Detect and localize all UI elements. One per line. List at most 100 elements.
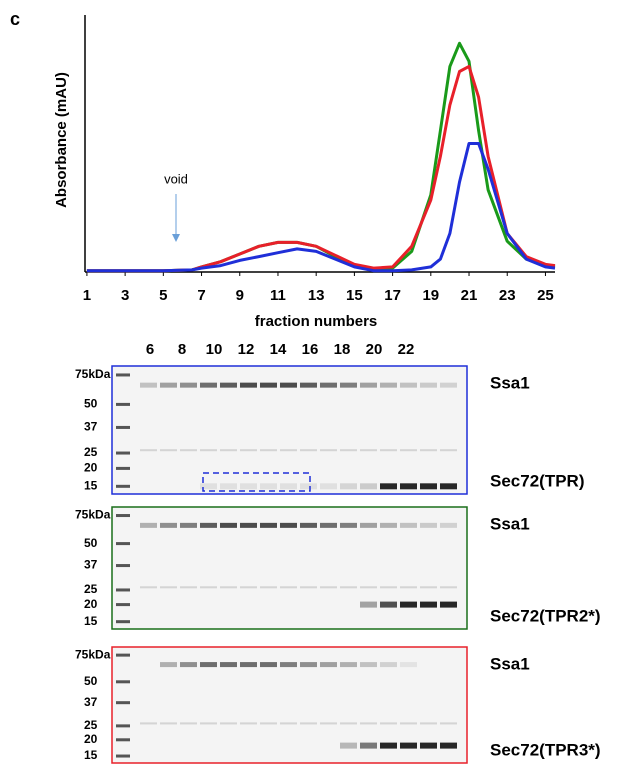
band [180, 522, 197, 528]
band [160, 382, 177, 388]
band [380, 522, 397, 528]
band [340, 522, 357, 528]
band [140, 449, 157, 452]
band [320, 449, 337, 452]
band [420, 449, 437, 452]
band [400, 449, 417, 452]
band [220, 722, 237, 725]
x-tick-label: 13 [308, 287, 325, 304]
ladder-band [116, 701, 130, 705]
band [440, 483, 457, 490]
band [340, 382, 357, 388]
protein-label: Ssa1 [490, 373, 530, 392]
band [420, 722, 437, 725]
band [280, 586, 297, 589]
band [260, 722, 277, 725]
band [240, 382, 257, 388]
band [160, 522, 177, 528]
marker-label: 37 [84, 695, 98, 709]
band [380, 449, 397, 452]
band [440, 449, 457, 452]
marker-label: 25 [84, 582, 98, 596]
marker-label: 37 [84, 558, 98, 572]
x-tick-label: 3 [121, 287, 129, 304]
band [200, 722, 217, 725]
band [300, 449, 317, 452]
band [180, 586, 197, 589]
x-tick-label: 1 [83, 287, 91, 304]
band [180, 449, 197, 452]
band [160, 586, 177, 589]
band [440, 586, 457, 589]
x-tick-label: 23 [499, 287, 516, 304]
marker-label: 50 [84, 674, 98, 688]
band [140, 522, 157, 528]
band [260, 662, 277, 668]
band [140, 382, 157, 388]
y-axis-label: Absorbance (mAU) [53, 72, 70, 208]
lane-number: 14 [270, 341, 287, 358]
x-tick-label: 21 [461, 287, 478, 304]
marker-label: 20 [84, 597, 98, 611]
band [400, 742, 417, 749]
band [380, 742, 397, 749]
lane-number: 22 [398, 341, 415, 358]
marker-label: 15 [84, 478, 98, 492]
band [400, 586, 417, 589]
x-tick-label: 11 [270, 287, 286, 304]
band [360, 722, 377, 725]
marker-label: 75kDa [75, 367, 111, 381]
band [200, 662, 217, 668]
panel-label: c [10, 9, 20, 29]
marker-label: 37 [84, 420, 98, 434]
annotation: void [164, 171, 188, 186]
band [340, 483, 357, 490]
arrow-head [172, 234, 180, 242]
lane-number: 8 [178, 341, 186, 358]
x-tick-label: 7 [197, 287, 205, 304]
band [360, 522, 377, 528]
marker-label: 75kDa [75, 508, 111, 522]
ladder-band [116, 620, 130, 624]
band [180, 722, 197, 725]
ladder-band [116, 542, 130, 546]
ladder-band [116, 402, 130, 406]
band [160, 449, 177, 452]
ladder-band [116, 653, 130, 657]
ladder-band [116, 588, 130, 592]
band [320, 483, 337, 490]
band [380, 483, 397, 490]
band [280, 662, 297, 668]
band [240, 522, 257, 528]
x-axis-label: fraction numbers [255, 313, 378, 330]
band [440, 722, 457, 725]
band [180, 382, 197, 388]
band [200, 483, 217, 490]
lane-number: 16 [302, 341, 319, 358]
band [440, 742, 457, 749]
protein-label: Sec72(TPR3*) [490, 740, 601, 759]
protein-label: Ssa1 [490, 514, 530, 533]
band [300, 483, 317, 490]
band [200, 449, 217, 452]
band [280, 522, 297, 528]
band [420, 742, 437, 749]
ladder-band [116, 724, 130, 728]
band [240, 722, 257, 725]
band [260, 483, 277, 490]
band [240, 483, 257, 490]
marker-label: 25 [84, 718, 98, 732]
band [360, 449, 377, 452]
band [400, 522, 417, 528]
marker-label: 15 [84, 614, 98, 628]
line-series [86, 64, 556, 273]
gel-border [111, 646, 468, 764]
band [400, 722, 417, 725]
marker-label: 75kDa [75, 647, 111, 661]
band [320, 722, 337, 725]
band [320, 522, 337, 528]
band [140, 722, 157, 725]
band [420, 586, 437, 589]
ladder-band [116, 754, 130, 758]
band [220, 662, 237, 668]
